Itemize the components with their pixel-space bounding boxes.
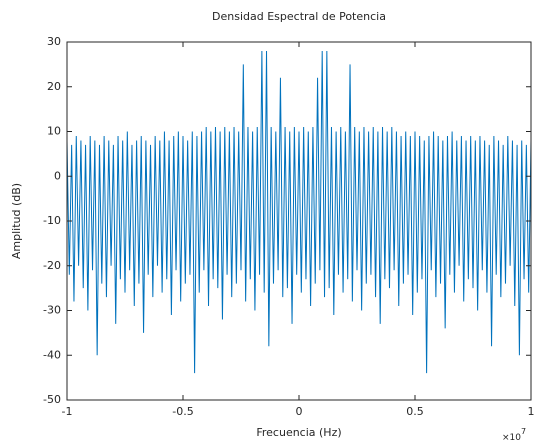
x-tick-label: -0.5: [172, 405, 193, 418]
y-tick-label: -20: [43, 259, 61, 272]
y-tick-label: -30: [43, 304, 61, 317]
y-tick-label: 20: [47, 80, 61, 93]
y-tick-label: 10: [47, 125, 61, 138]
y-tick-label: 30: [47, 35, 61, 48]
y-tick-label: -40: [43, 348, 61, 361]
x-tick-label: -1: [62, 405, 73, 418]
y-tick-label: -50: [43, 393, 61, 406]
x-tick-label: 1: [528, 405, 535, 418]
x-multiplier-exponent: 7: [521, 427, 526, 436]
series-line: [66, 50, 532, 374]
chart-title: Densidad Espectral de Potencia: [212, 10, 386, 23]
x-tick-label: 0: [296, 405, 303, 418]
y-axis-label: Amplitud (dB): [10, 183, 23, 259]
x-axis-label: Frecuencia (Hz): [256, 426, 341, 439]
y-tick-label: -10: [43, 214, 61, 227]
x-tick-label: 0.5: [406, 405, 424, 418]
y-tick-label: 0: [54, 169, 61, 182]
x-multiplier: ×107: [502, 427, 526, 443]
x-multiplier-base: ×10: [502, 433, 521, 443]
